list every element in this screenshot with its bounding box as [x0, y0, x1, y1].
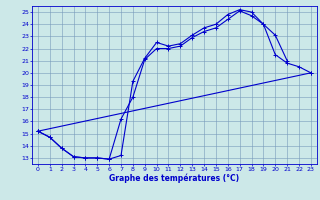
X-axis label: Graphe des températures (°C): Graphe des températures (°C)	[109, 173, 239, 183]
